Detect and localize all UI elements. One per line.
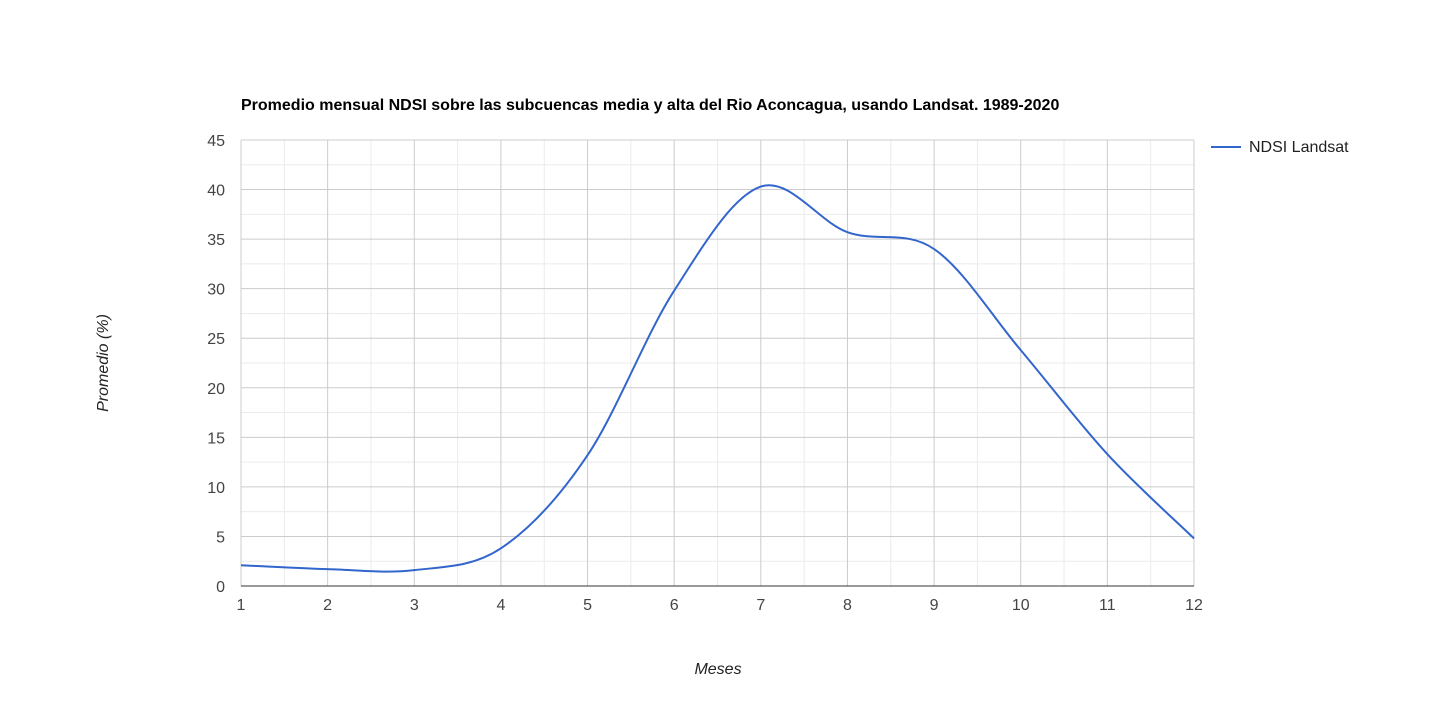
data-point[interactable] (325, 566, 331, 572)
data-point[interactable] (498, 545, 504, 551)
x-tick-label: 12 (1185, 597, 1203, 614)
x-axis-label: Meses (694, 661, 741, 678)
y-axis-label: Promedio (%) (95, 314, 112, 412)
data-point[interactable] (844, 229, 850, 235)
data-point[interactable] (238, 562, 244, 568)
x-tick-label: 2 (323, 597, 332, 614)
data-point[interactable] (585, 452, 591, 458)
data-point[interactable] (411, 567, 417, 573)
x-tick-label: 3 (410, 597, 419, 614)
minor-gridlines (241, 140, 1194, 586)
x-tick-label: 10 (1012, 597, 1030, 614)
data-point[interactable] (1018, 347, 1024, 353)
x-tick-label: 8 (843, 597, 852, 614)
y-tick-label: 10 (207, 480, 225, 497)
x-tick-label: 1 (237, 597, 246, 614)
data-point[interactable] (1104, 451, 1110, 457)
x-tick-label: 4 (496, 597, 505, 614)
y-tick-label: 25 (207, 331, 225, 348)
series-line-0[interactable] (240, 184, 1195, 573)
x-tick-label: 5 (583, 597, 592, 614)
x-axis-ticks: 1 2 3 4 5 6 7 8 9 10 11 12 (237, 597, 1203, 614)
y-tick-label: 15 (207, 430, 225, 447)
data-point[interactable] (1191, 535, 1197, 541)
data-point[interactable] (671, 288, 677, 294)
x-tick-label: 6 (670, 597, 679, 614)
major-gridlines (240, 139, 1195, 586)
y-tick-label: 35 (207, 232, 225, 249)
x-tick-label: 11 (1099, 597, 1116, 614)
legend[interactable]: NDSI Landsat (1211, 139, 1349, 156)
series-layer (238, 184, 1197, 573)
y-tick-label: 0 (216, 579, 225, 596)
x-tick-label: 9 (930, 597, 939, 614)
y-axis-ticks: 0 5 10 15 20 25 30 35 40 45 (207, 133, 225, 596)
x-tick-label: 7 (756, 597, 765, 614)
data-point[interactable] (758, 184, 764, 190)
legend-label: NDSI Landsat (1249, 139, 1349, 156)
y-tick-label: 40 (207, 183, 225, 200)
y-tick-label: 45 (207, 133, 225, 150)
data-point[interactable] (931, 246, 937, 252)
chart-title: Promedio mensual NDSI sobre las subcuenc… (241, 97, 1059, 114)
y-tick-label: 30 (207, 282, 225, 299)
y-tick-label: 20 (207, 381, 225, 398)
y-tick-label: 5 (216, 529, 225, 546)
